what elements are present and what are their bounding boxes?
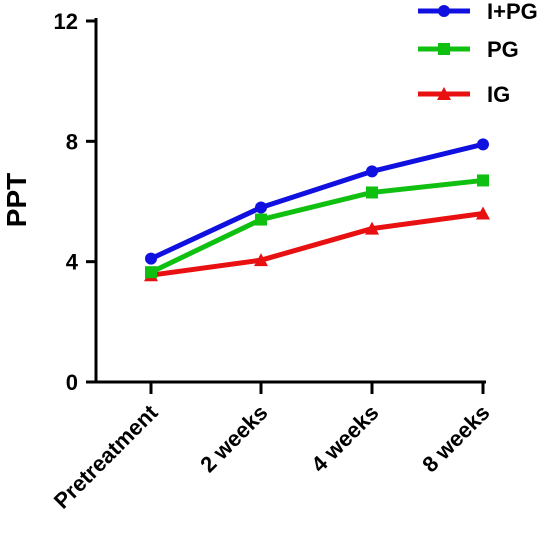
data-point-i-pg [255,201,267,214]
legend-marker [438,5,450,17]
data-point-pg [255,213,267,226]
legend-item-pg: PG [418,37,519,62]
data-point-ig [365,221,379,235]
legend-item-i-pg: I+PG [418,0,538,24]
data-point-i-pg [477,138,489,151]
x-tick-label: 8 weeks [417,400,494,477]
x-tick-label: 4 weeks [306,400,383,477]
data-point-ig [476,206,490,220]
legend-marker [437,87,451,100]
data-point-pg [145,266,157,279]
series-line-ig [150,211,484,278]
data-point-ig [254,253,268,267]
data-point-i-pg [366,165,378,178]
y-tick-label: 8 [66,129,78,154]
series-line-pg [149,177,484,275]
legend-item-ig: IG [418,82,510,107]
y-tick-label: 12 [54,9,78,34]
y-tick-label: 0 [66,370,78,395]
data-point-pg [366,186,378,199]
data-point-i-pg [145,252,157,265]
y-axis-title: PPT [1,173,32,227]
series-line-i-pg [149,141,484,261]
series-pg [145,174,489,279]
data-point-pg [477,174,489,187]
series-i-pg [145,138,489,265]
legend-label: I+PG [487,0,538,24]
legend-marker [438,43,450,55]
series-ig [144,206,490,282]
x-tick-label: 2 weeks [195,400,272,477]
legend: I+PG PG IG [418,0,538,107]
y-tick-label: 4 [66,250,79,275]
legend-label: IG [487,82,510,107]
series-layer [144,138,490,282]
x-tick-label: Pretreatment [49,399,163,513]
legend-label: PG [487,37,519,62]
